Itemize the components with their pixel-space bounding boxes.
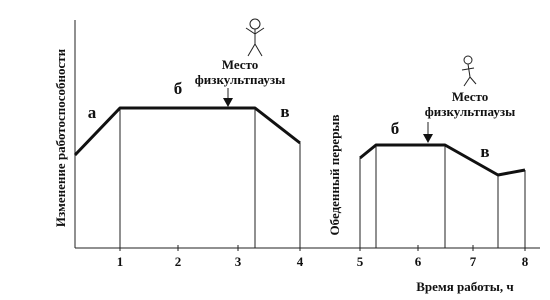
figure-icon — [461, 55, 477, 87]
morning-curve — [73, 106, 301, 157]
phase-label: в — [480, 142, 489, 161]
x-axis-label: Время работы, ч — [416, 279, 514, 294]
x-tick-label: 8 — [522, 254, 529, 269]
y-axis-label: Изменение работоспособности — [53, 48, 68, 227]
x-tick-label: 2 — [175, 254, 182, 269]
phase-label: б — [391, 119, 400, 138]
arrows — [223, 88, 433, 143]
annotation: физкультпаузы — [425, 104, 515, 119]
phase-label: б — [174, 79, 183, 98]
afternoon-curve — [359, 143, 526, 177]
x-tick-label: 1 — [117, 254, 124, 269]
drop-lines — [119, 108, 526, 248]
annotation: Место — [452, 89, 489, 104]
x-tick-label: 4 — [297, 254, 304, 269]
phase-label: а — [88, 103, 97, 122]
x-tick-label: 6 — [415, 254, 422, 269]
phase-label: в — [280, 102, 289, 121]
x-tick-label: 3 — [235, 254, 242, 269]
figure-icon — [245, 18, 265, 57]
x-tick-label: 5 — [357, 254, 364, 269]
lunch-label: Обеденный перерыв — [327, 115, 342, 236]
x-tick-label: 7 — [470, 254, 477, 269]
annotation: физкультпаузы — [195, 72, 285, 87]
annotation: Место — [222, 57, 259, 72]
